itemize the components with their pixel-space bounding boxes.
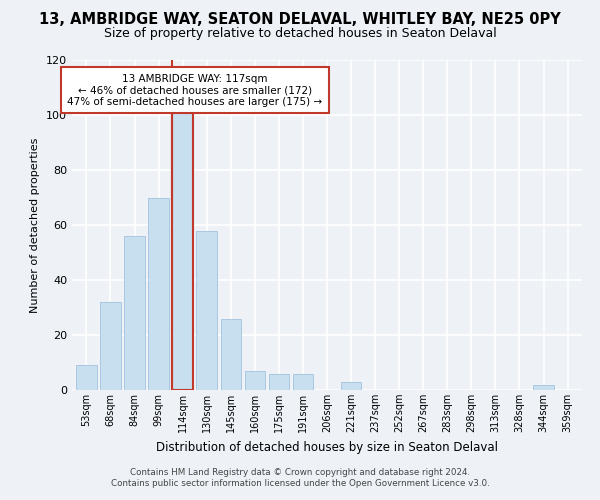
Bar [124, 236, 145, 390]
Y-axis label: Number of detached properties: Number of detached properties [31, 138, 40, 312]
Bar [293, 374, 313, 390]
Bar [533, 384, 554, 390]
Bar [245, 371, 265, 390]
Text: 13, AMBRIDGE WAY, SEATON DELAVAL, WHITLEY BAY, NE25 0PY: 13, AMBRIDGE WAY, SEATON DELAVAL, WHITLE… [39, 12, 561, 28]
Bar [221, 318, 241, 390]
Bar [269, 374, 289, 390]
Bar [100, 302, 121, 390]
Bar [196, 230, 217, 390]
Text: 13 AMBRIDGE WAY: 117sqm
← 46% of detached houses are smaller (172)
47% of semi-d: 13 AMBRIDGE WAY: 117sqm ← 46% of detache… [67, 74, 322, 107]
Bar [76, 365, 97, 390]
Bar [172, 112, 193, 390]
Text: Size of property relative to detached houses in Seaton Delaval: Size of property relative to detached ho… [104, 28, 496, 40]
X-axis label: Distribution of detached houses by size in Seaton Delaval: Distribution of detached houses by size … [156, 440, 498, 454]
Bar [341, 382, 361, 390]
Text: Contains HM Land Registry data © Crown copyright and database right 2024.
Contai: Contains HM Land Registry data © Crown c… [110, 468, 490, 487]
Bar [148, 198, 169, 390]
